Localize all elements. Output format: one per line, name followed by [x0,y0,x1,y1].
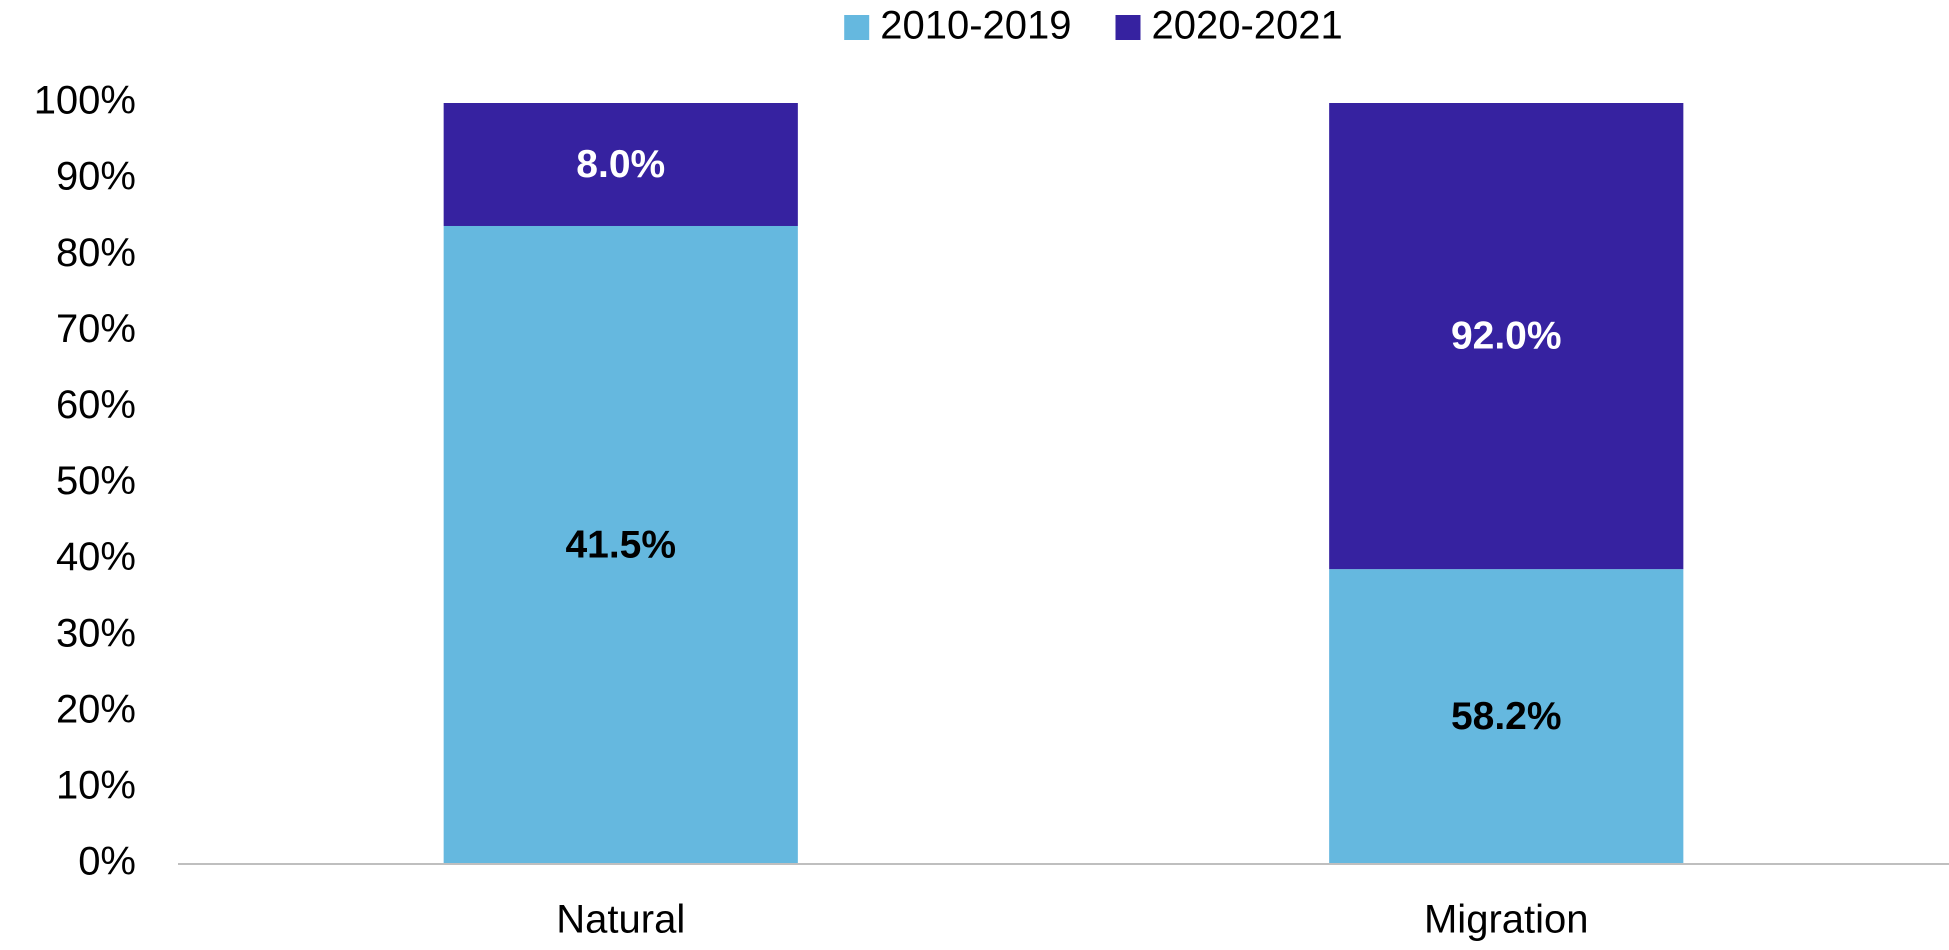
y-tick-label: 60% [56,383,136,427]
x-tick-label: Natural [556,898,685,942]
legend-label: 2010-2019 [880,4,1071,48]
y-tick-label: 20% [56,687,136,731]
y-tick-label: 30% [56,611,136,655]
legend-swatch [844,15,870,40]
data-label: 41.5% [565,523,676,566]
data-label: 58.2% [1451,695,1562,738]
y-tick-label: 40% [56,535,136,579]
data-label: 8.0% [576,143,665,186]
legend-swatch [1115,15,1141,40]
y-tick-label: 80% [56,231,136,275]
y-tick-label: 50% [56,459,136,503]
bar-segment [443,103,798,226]
y-tick-label: 100% [34,79,136,123]
y-tick-label: 70% [56,307,136,351]
y-tick-label: 0% [78,840,136,884]
y-tick-label: 10% [56,763,136,807]
bar-segment [1329,103,1684,570]
bar-segment [1329,569,1684,864]
x-tick-label: Migration [1424,898,1589,942]
bar-segment [443,225,798,865]
data-label: 92.0% [1451,314,1562,357]
y-tick-label: 90% [56,155,136,199]
legend-label: 2020-2021 [1152,4,1343,48]
